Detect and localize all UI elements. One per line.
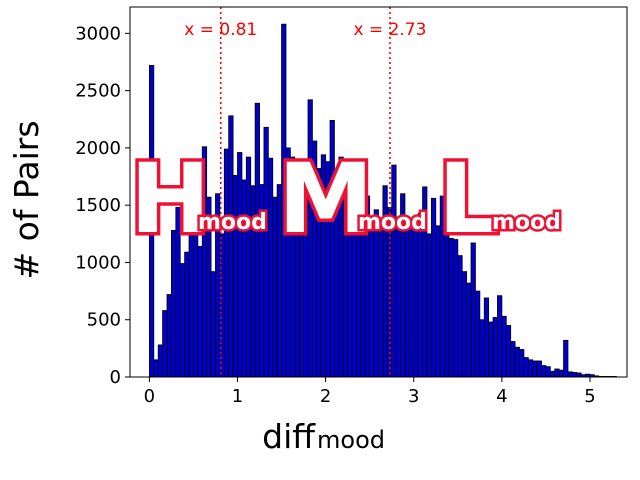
histogram-bar [501, 315, 507, 378]
histogram-bars [148, 23, 617, 378]
histogram-bar [571, 372, 578, 378]
threshold-label: x = 2.73 [353, 20, 426, 40]
histogram-bar [549, 370, 556, 378]
region-label-subscript: mood [492, 210, 561, 235]
y-tick-label: 2000 [75, 138, 121, 159]
x-axis-title-subscript: mood [317, 426, 385, 454]
y-tick-label: 500 [87, 310, 121, 331]
x-tick-label: 4 [496, 386, 507, 407]
x-tick-label: 3 [408, 386, 419, 407]
histogram-bar [567, 371, 573, 378]
histogram-bar [505, 325, 512, 378]
histogram-bar [179, 263, 186, 378]
histogram-bar [272, 196, 278, 378]
x-tick-label: 5 [584, 386, 595, 407]
histogram-bar [430, 197, 437, 378]
histogram-bar [391, 164, 397, 378]
threshold-label: x = 0.81 [184, 20, 257, 40]
histogram-bar [162, 310, 168, 378]
histogram-bar [453, 239, 459, 378]
histogram-bar [576, 372, 582, 378]
x-tick-label: 0 [144, 386, 155, 407]
y-tick-label: 0 [110, 367, 121, 388]
region-label-letter: L [438, 143, 499, 255]
histogram-bar [426, 233, 432, 378]
histogram-bar [475, 290, 481, 378]
histogram-bar [510, 341, 516, 378]
histogram-bar [408, 226, 415, 378]
histogram-bar [267, 157, 274, 378]
histogram-bar [497, 295, 503, 378]
x-axis-ticks: 0 1 2 3 4 5 [144, 377, 596, 407]
x-axis-title: diff [262, 417, 316, 456]
histogram-bar [479, 319, 485, 378]
histogram-bar [461, 271, 468, 378]
histogram-bar [492, 317, 498, 378]
histogram-bar [223, 148, 230, 378]
histogram-bar [153, 359, 159, 378]
histogram-bar [532, 360, 538, 378]
x-tick-label: 2 [320, 386, 331, 407]
histogram-bar [457, 255, 463, 378]
histogram-bar [219, 233, 225, 378]
histogram-bar [536, 360, 542, 378]
histogram-bar [404, 218, 410, 378]
region-label-letter: M [278, 143, 374, 255]
histogram-bar [417, 212, 423, 378]
histogram-bar [395, 225, 401, 378]
histogram-bar [470, 242, 476, 378]
histogram-bar [448, 237, 454, 378]
histogram-bar [563, 339, 569, 378]
histogram-bar [157, 344, 164, 378]
region-label-subscript: mood [198, 210, 267, 235]
histogram-bar [378, 227, 384, 378]
region-label-letter: H [130, 143, 210, 255]
histogram-bar [228, 115, 234, 378]
histogram-bar [514, 346, 520, 378]
threshold-lines: x = 0.81 x = 2.73 [184, 7, 426, 377]
histogram-bar [413, 218, 419, 378]
y-axis-ticks: 0 500 1000 1500 2000 2500 3000 [75, 23, 130, 388]
y-tick-label: 1500 [75, 195, 121, 216]
histogram-bar [166, 294, 172, 378]
histogram-bar [466, 282, 472, 378]
histogram-bar [519, 349, 525, 378]
histogram-bar [541, 365, 547, 378]
y-tick-label: 3000 [75, 23, 121, 44]
histogram-bar [483, 297, 490, 378]
histogram-bar [263, 126, 269, 378]
histogram-bar [527, 359, 534, 378]
plot-frame [129, 6, 628, 378]
histogram-bar [245, 156, 252, 378]
histogram-bar [197, 246, 203, 378]
histogram-bar [545, 366, 551, 378]
region-label-subscript: mood [358, 210, 427, 235]
histogram-bar [254, 102, 260, 378]
histogram-bar [237, 152, 243, 378]
histogram-bar [523, 357, 529, 378]
y-axis-title: # of Pairs [7, 120, 46, 279]
histogram-bar [232, 174, 238, 378]
x-tick-label: 1 [232, 386, 243, 407]
histogram-bar [210, 271, 216, 378]
histogram-bar [184, 251, 190, 378]
histogram-bar [488, 321, 494, 378]
histogram-bar [558, 369, 564, 378]
histogram-bar [554, 368, 560, 378]
y-tick-label: 2500 [75, 81, 121, 102]
y-tick-label: 1000 [75, 252, 121, 273]
